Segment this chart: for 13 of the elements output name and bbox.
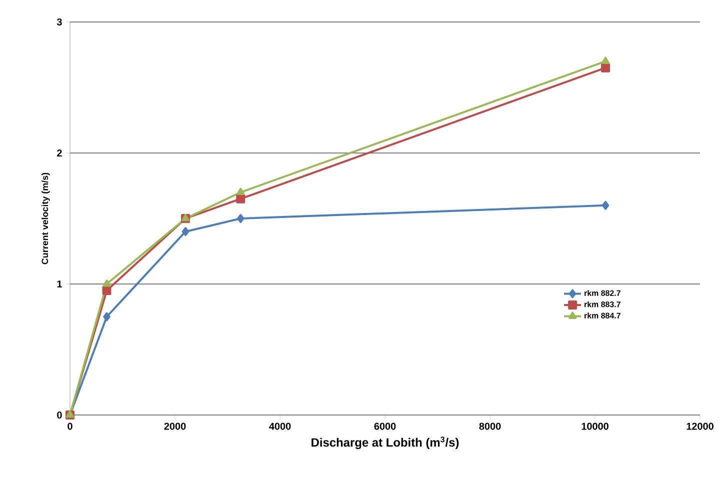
x-tick-label: 8000 — [479, 422, 501, 430]
y-axis-title: Current velocity (m/s) — [41, 172, 50, 264]
x-axis-title: Discharge at Lobith (m$^{3}$/s) — [312, 436, 459, 450]
y-tick-label: 0 — [57, 411, 62, 419]
y-tick-label: 2 — [57, 150, 62, 156]
x-tick-label: 2000 — [164, 422, 186, 430]
x-tick-label: 4000 — [269, 422, 291, 430]
x-tick-label: 0 — [68, 422, 72, 430]
x-tick-label: 10000 — [582, 422, 608, 430]
x-tick-label: 6000 — [374, 422, 396, 430]
x-tick-label: 12000 — [686, 422, 714, 430]
y-tick-label: 1 — [57, 280, 62, 288]
y-tick-label: 3 — [56, 18, 62, 26]
